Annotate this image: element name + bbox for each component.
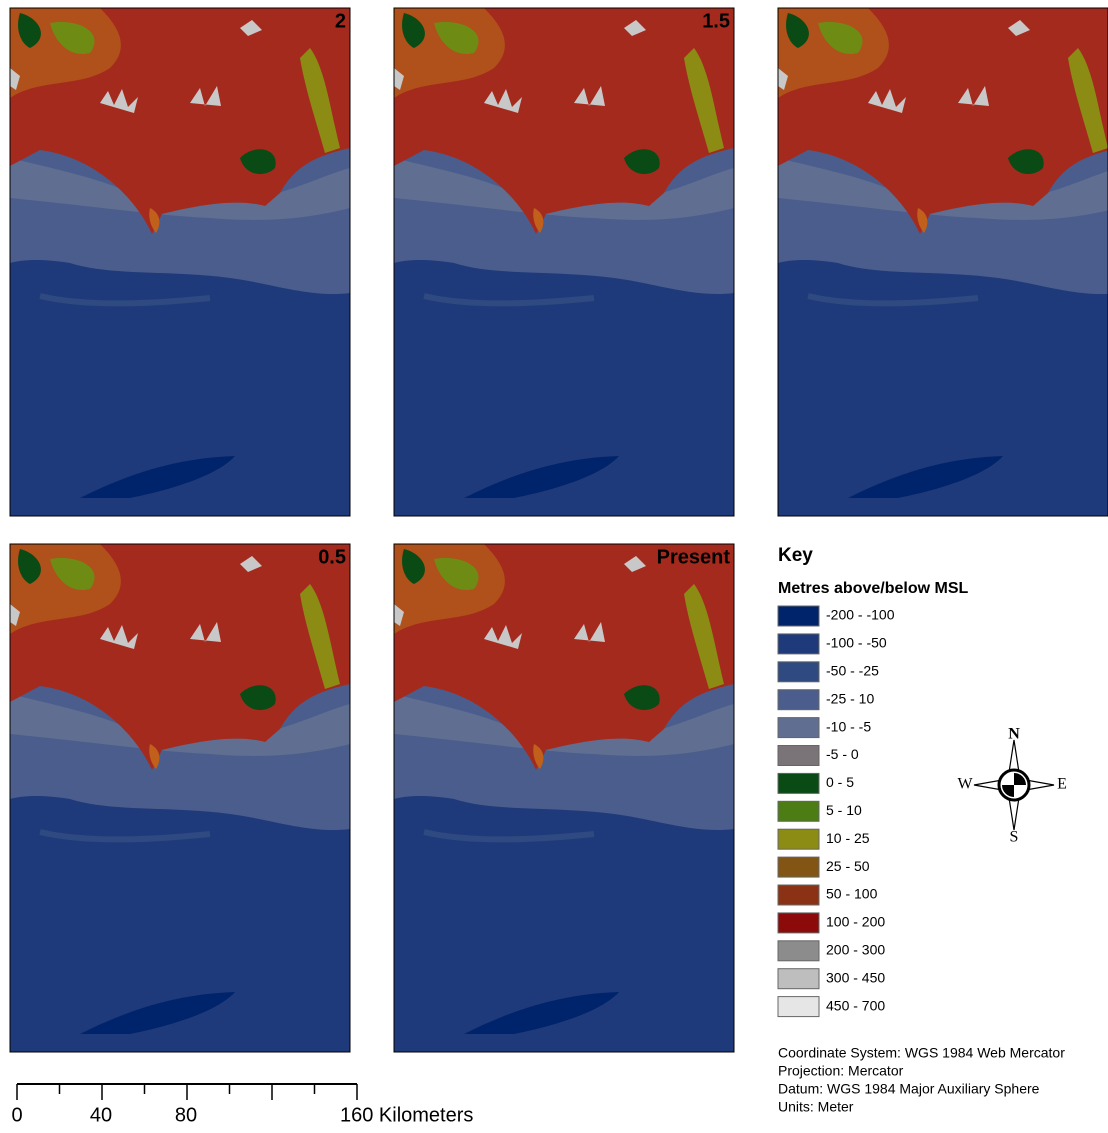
legend-label: -5 - 0 (826, 746, 859, 762)
note: Units: Meter (778, 1099, 854, 1115)
scale-label: 80 (175, 1104, 197, 1126)
panel-border (393, 7, 735, 517)
legend-swatch (777, 745, 820, 766)
legend-swatch (777, 605, 820, 627)
compass: N S E W (957, 726, 1066, 846)
legend-swatch (777, 912, 820, 934)
terrain (778, 8, 1108, 516)
map-panel (10, 8, 350, 516)
scale-label: 40 (90, 1104, 112, 1126)
panel-label: 1.5 (702, 10, 730, 32)
key-title: Key (778, 545, 813, 566)
legend-label: -25 - 10 (826, 690, 874, 706)
compass-n: N (1008, 726, 1020, 743)
legend-swatch (777, 884, 820, 906)
legend-label: 5 - 10 (826, 802, 862, 818)
compass-fill (1002, 773, 1026, 797)
panel-label: 0.5 (318, 546, 346, 568)
terrain (394, 8, 734, 516)
legend-label: -200 - -100 (826, 607, 895, 623)
legend-label: 300 - 450 (826, 969, 885, 985)
legend-swatch (777, 661, 820, 683)
legend-swatch (777, 996, 820, 1018)
legend-label: 450 - 700 (826, 997, 885, 1013)
note: Projection: Mercator (778, 1063, 904, 1079)
legend-label: 100 - 200 (826, 914, 885, 930)
panel-label: Present (657, 546, 731, 568)
legend-swatch (777, 689, 820, 711)
legend-swatch (777, 828, 820, 850)
terrain (10, 544, 350, 1052)
note: Coordinate System: WGS 1984 Web Mercator (778, 1045, 1065, 1061)
legend-label: 0 - 5 (826, 774, 854, 790)
key-subtitle: Metres above/below MSL (778, 580, 968, 597)
legend-label: -10 - -5 (826, 718, 871, 734)
legend-swatch (777, 940, 820, 962)
note: Datum: WGS 1984 Major Auxiliary Sphere (778, 1081, 1040, 1097)
compass-e: E (1057, 776, 1067, 793)
legend-swatch (777, 772, 820, 794)
scale-label: 0 (11, 1104, 22, 1126)
legend-swatch (777, 717, 820, 739)
panel-border (9, 543, 351, 1053)
legend-swatch (777, 800, 820, 822)
map-panel (10, 544, 350, 1052)
panel-border (393, 543, 735, 1053)
legend-label: -50 - -25 (826, 663, 879, 679)
legend-label: 50 - 100 (826, 886, 878, 902)
legend-label: -100 - -50 (826, 635, 887, 651)
scale-label: 160 Kilometers (340, 1104, 473, 1126)
terrain (10, 8, 350, 516)
map-panel (394, 544, 734, 1052)
legend-label: 25 - 50 (826, 858, 870, 874)
panel-label: 2 (335, 10, 346, 32)
legend-swatch (777, 856, 820, 878)
legend-label: 10 - 25 (826, 830, 870, 846)
panel-border (777, 7, 1108, 517)
compass-s: S (1010, 829, 1019, 846)
legend-swatch (777, 633, 820, 655)
terrain (394, 544, 734, 1052)
compass-w: W (957, 776, 973, 793)
legend-label: 200 - 300 (826, 942, 885, 958)
map-panel (778, 8, 1108, 516)
panel-border (9, 7, 351, 517)
map-panel (394, 8, 734, 516)
legend-swatch (777, 968, 820, 990)
